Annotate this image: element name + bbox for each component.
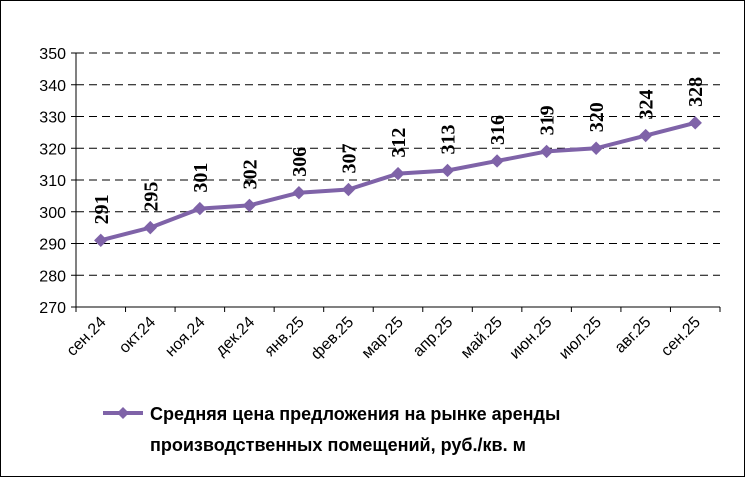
legend: Средняя цена предложения на рынке аренды… (103, 404, 560, 455)
x-tick-label: апр.25 (410, 314, 457, 361)
x-tick-label: фев.25 (308, 314, 357, 363)
series-markers (94, 116, 702, 248)
data-label: 301 (190, 163, 212, 193)
y-tick-label: 290 (39, 237, 66, 254)
x-tick-label: дек.24 (213, 314, 259, 360)
data-label: 302 (239, 159, 261, 189)
data-point-marker (589, 141, 603, 155)
data-point-marker (539, 144, 554, 159)
x-tick-label: сен.24 (64, 314, 110, 360)
y-tick-label: 330 (39, 110, 66, 127)
data-label: 306 (289, 147, 311, 177)
data-label: 320 (586, 102, 608, 132)
data-point-marker (391, 166, 405, 181)
data-label: 319 (537, 105, 559, 135)
data-point-marker (638, 128, 653, 143)
gridlines (76, 52, 720, 276)
data-point-marker (242, 198, 257, 213)
data-point-marker (688, 116, 702, 130)
x-tick-label: янв.25 (262, 314, 308, 360)
x-tick-label: июл.25 (556, 314, 605, 363)
data-labels: 291 295 301 302 306 307 312 313 316 319 320 324 328 (91, 77, 707, 224)
y-tick-label: 280 (39, 268, 66, 285)
y-tick-labels: 270 280 290 300 310 320 330 340 350 (39, 46, 66, 317)
x-tick-label: мар.25 (359, 314, 407, 362)
y-tick-label: 350 (39, 46, 66, 63)
data-point-marker (193, 201, 207, 216)
data-label: 291 (91, 194, 113, 224)
data-label: 295 (140, 182, 162, 212)
x-tick-label: май.25 (458, 314, 506, 362)
legend-marker (117, 407, 129, 419)
x-tick-label: сен.25 (658, 314, 704, 360)
data-point-marker (341, 182, 356, 197)
x-tick-label: окт.24 (116, 314, 159, 357)
data-label: 324 (636, 90, 658, 120)
data-point-marker (490, 154, 504, 168)
data-point-marker (143, 220, 158, 235)
data-label: 313 (438, 124, 460, 154)
data-point-marker (292, 185, 306, 200)
x-tick-label: ноя.24 (162, 314, 208, 360)
legend-text-line-2: производственных помещений, руб./кв. м (150, 435, 526, 455)
legend-text-line-1: Средняя цена предложения на рынке аренды (150, 404, 560, 424)
y-tick-label: 270 (39, 300, 66, 317)
y-tick-label: 320 (39, 141, 66, 158)
data-label: 316 (487, 115, 509, 145)
y-tick-label: 300 (39, 205, 66, 222)
axes (71, 52, 721, 312)
x-tick-label: июн.25 (507, 314, 556, 363)
x-tick-label: авг.25 (612, 314, 655, 357)
x-tick-labels: сен.24 окт.24 ноя.24 дек.24 янв.25 фев.25 мар.… (64, 314, 704, 363)
data-label: 307 (338, 144, 360, 174)
y-tick-label: 310 (39, 173, 66, 190)
data-point-marker (94, 233, 108, 248)
data-label: 312 (388, 128, 410, 158)
data-point-marker (440, 163, 455, 178)
data-label: 328 (685, 77, 707, 107)
y-tick-label: 340 (39, 78, 66, 95)
